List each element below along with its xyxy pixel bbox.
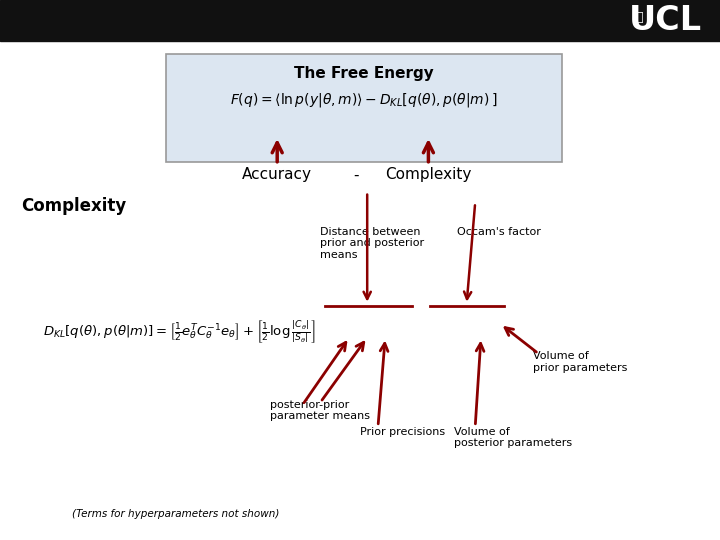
Bar — [0, 0, 720, 40]
Text: Distance between
prior and posterior
means: Distance between prior and posterior mea… — [320, 227, 425, 260]
Text: Accuracy: Accuracy — [242, 167, 312, 183]
Text: Volume of
prior parameters: Volume of prior parameters — [533, 351, 627, 373]
Text: The Free Energy: The Free Energy — [294, 66, 433, 81]
Text: ⛪: ⛪ — [636, 11, 643, 24]
Text: Complexity: Complexity — [385, 167, 472, 183]
Text: Prior precisions: Prior precisions — [360, 427, 445, 437]
FancyBboxPatch shape — [166, 54, 562, 162]
Text: Occam's factor: Occam's factor — [457, 227, 541, 237]
Text: $D_{KL}[q(\theta), p(\theta|m)] = \left[\frac{1}{2} e_\theta^T C_\theta^{-1} e_\: $D_{KL}[q(\theta), p(\theta|m)] = \left[… — [43, 319, 316, 346]
Text: -: - — [354, 167, 359, 183]
Text: UCL: UCL — [629, 4, 702, 37]
Text: posterior-prior
parameter means: posterior-prior parameter means — [270, 400, 370, 421]
Text: Complexity: Complexity — [22, 197, 127, 215]
Text: (Terms for hyperparameters not shown): (Terms for hyperparameters not shown) — [72, 509, 279, 519]
Text: Volume of
posterior parameters: Volume of posterior parameters — [454, 427, 572, 448]
Text: $F(q) = \langle \ln p(y|\theta, m) \rangle - D_{KL}[q(\theta), p(\theta|m)\,]$: $F(q) = \langle \ln p(y|\theta, m) \rang… — [230, 91, 498, 109]
